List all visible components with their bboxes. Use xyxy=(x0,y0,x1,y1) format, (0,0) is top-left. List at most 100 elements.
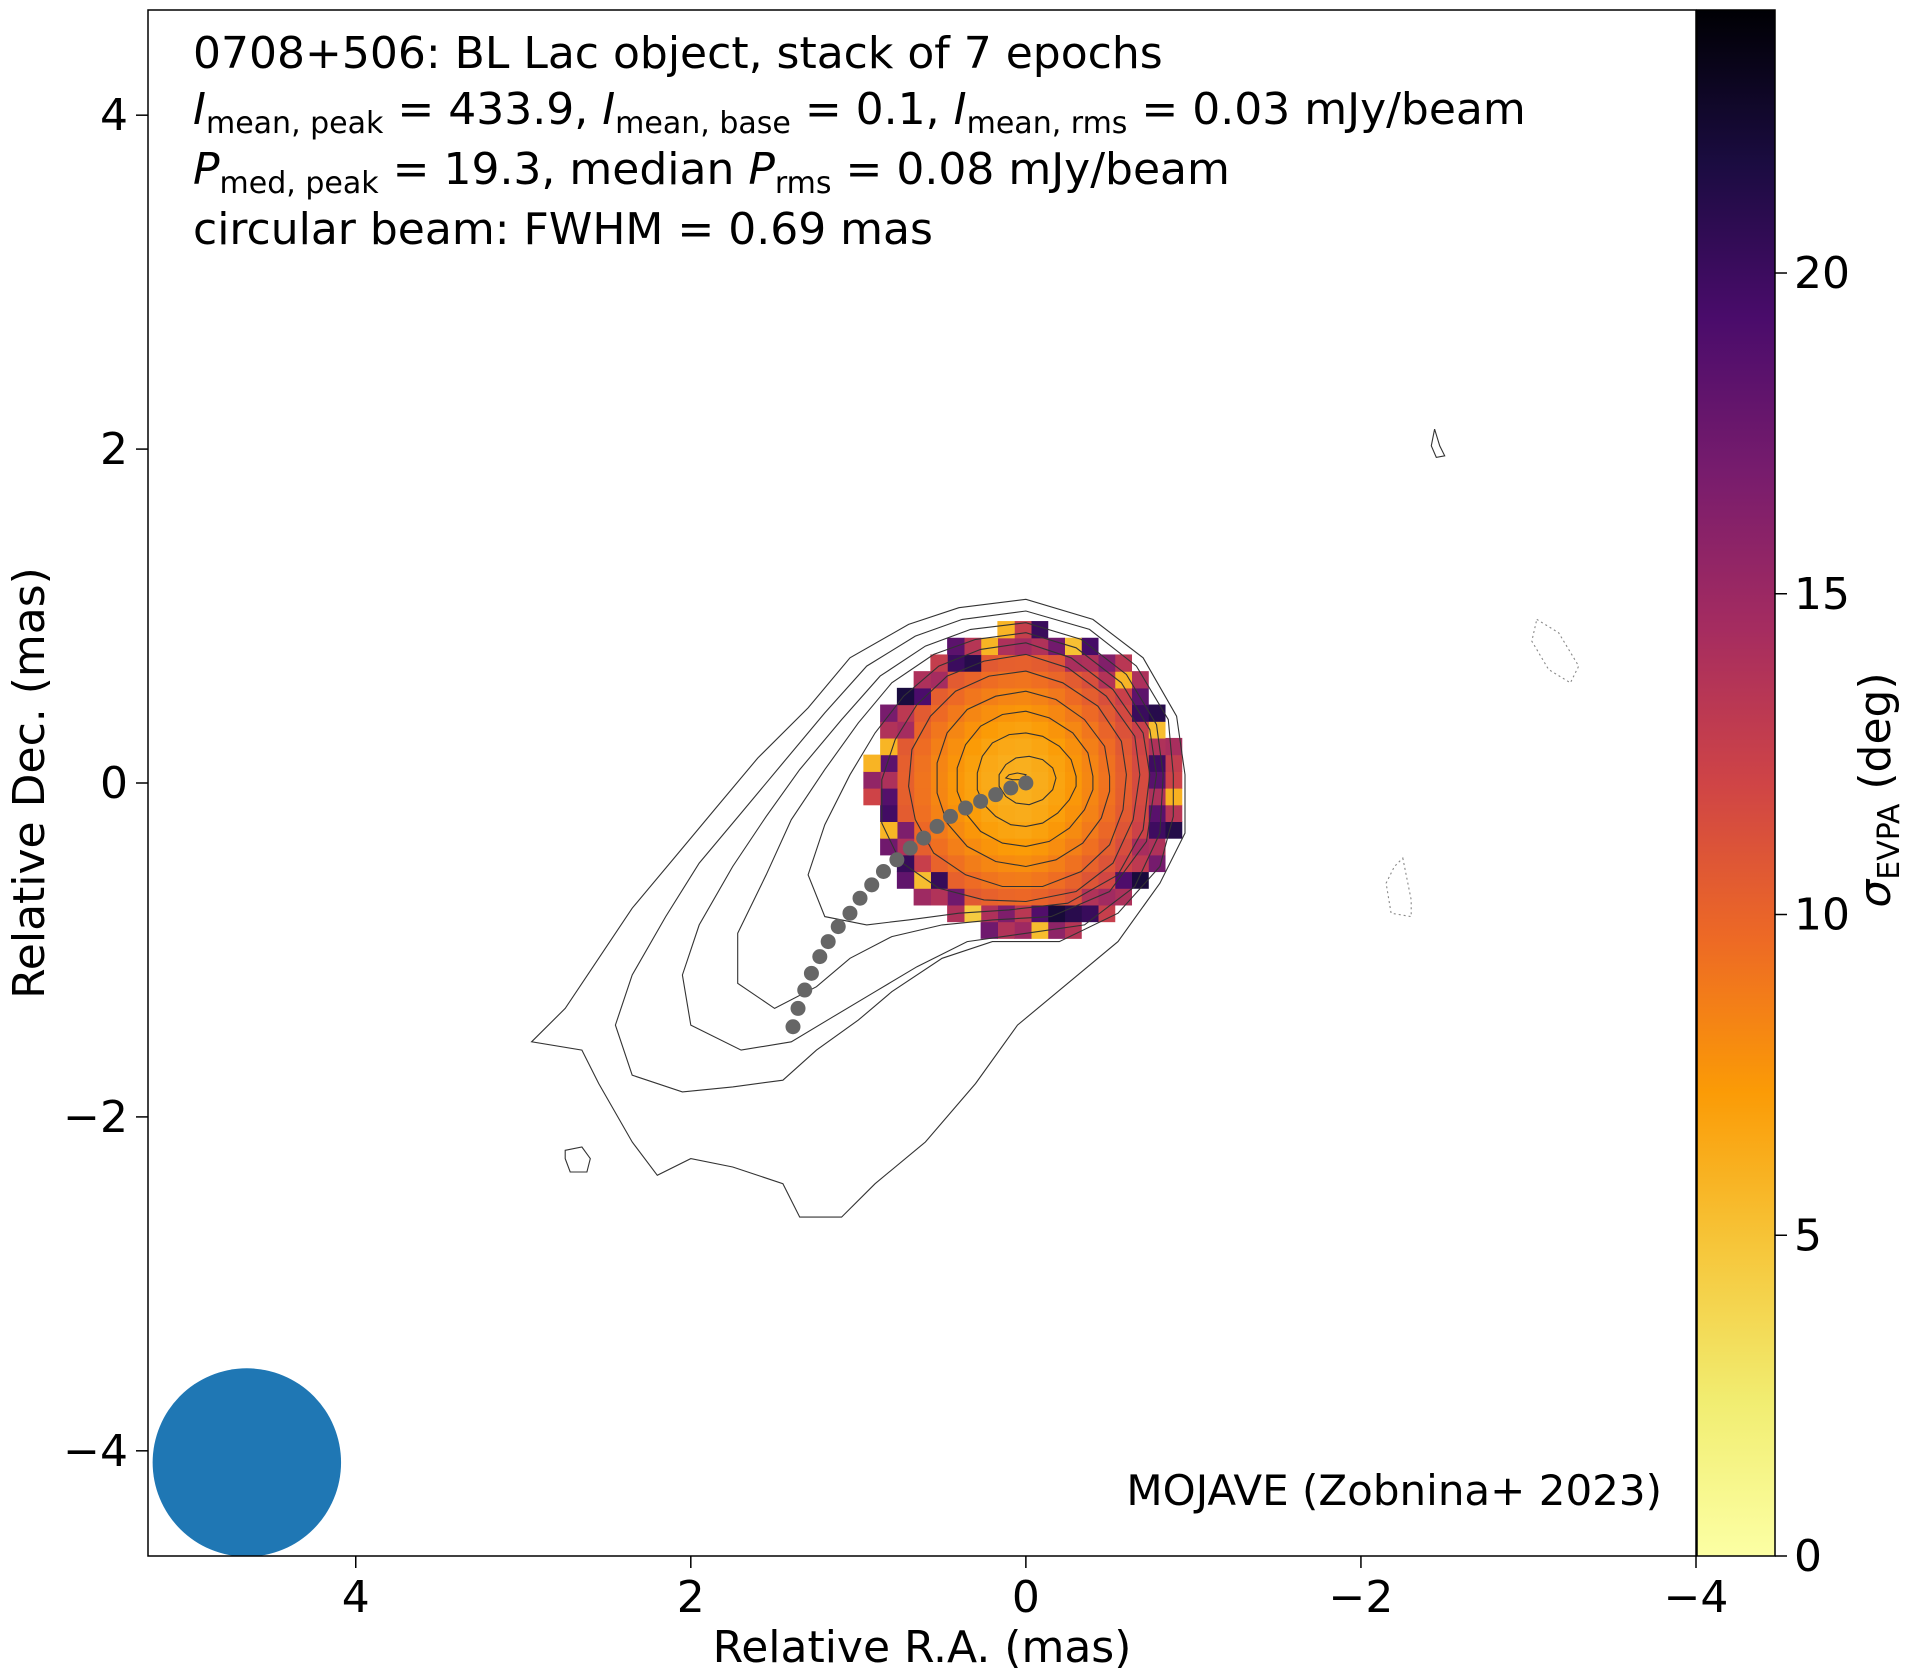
heatmap-cell xyxy=(1047,637,1066,656)
heatmap-cell xyxy=(997,637,1015,656)
heatmap-cell xyxy=(913,754,931,772)
heatmap-cell xyxy=(863,771,881,789)
heatmap-cell xyxy=(1030,737,1049,756)
heatmap-cell xyxy=(947,671,965,689)
heatmap-cell xyxy=(1081,821,1099,839)
chart-annotation: 0708+506: BL Lac object, stack of 7 epoc… xyxy=(193,28,1526,255)
heatmap-cell xyxy=(1097,788,1116,806)
heatmap-cell xyxy=(880,804,898,822)
heatmap-cell xyxy=(980,804,998,822)
intensity-contour xyxy=(881,653,1141,903)
annotation-line-1: 0708+506: BL Lac object, stack of 7 epoc… xyxy=(193,28,1163,79)
heatmap-cell xyxy=(1030,671,1049,689)
heatmap-cell xyxy=(1131,821,1149,839)
heatmap-cell xyxy=(1097,721,1116,739)
heatmap-cell xyxy=(1047,854,1066,873)
heatmap-cell xyxy=(963,821,982,839)
annotation-p-rms-value: = 0.08 mJy/beam xyxy=(832,144,1230,195)
heatmap-cell xyxy=(980,921,998,939)
heatmap-cell xyxy=(1014,721,1032,739)
annotation-p-peak-value: = 19.3, median xyxy=(379,144,749,195)
heatmap-cell xyxy=(1131,854,1149,873)
ridge-point xyxy=(1003,780,1019,796)
heatmap-cell xyxy=(947,871,965,889)
heatmap-cell xyxy=(913,771,931,789)
heatmap-cell xyxy=(1064,654,1082,672)
colorbar-label-unit: (deg) xyxy=(1850,672,1901,803)
heatmap-cell xyxy=(1014,687,1032,706)
annotation-i-peak-value: = 433.9, xyxy=(383,84,602,135)
heatmap-cell xyxy=(1097,704,1116,722)
heatmap-cell xyxy=(1030,704,1049,722)
heatmap-cell xyxy=(1097,804,1116,822)
heatmap-cell xyxy=(1164,737,1183,756)
heatmap-cell xyxy=(863,754,881,772)
ridge-point xyxy=(797,982,813,998)
heatmap-cell xyxy=(1097,871,1116,889)
heatmap-cell xyxy=(1148,788,1166,806)
x-tick-label: 0 xyxy=(1012,1572,1040,1623)
heatmap-cell xyxy=(1148,821,1166,839)
heatmap-cell xyxy=(1164,754,1183,772)
annotation-i-rms-sub: mean, rms xyxy=(967,106,1128,141)
heatmap-cell xyxy=(1014,888,1032,906)
heatmap-cell xyxy=(1047,871,1066,889)
heatmap-cell xyxy=(980,854,998,873)
heatmap-cell xyxy=(1114,771,1133,789)
heatmap-cell xyxy=(1114,737,1133,756)
ridge-point xyxy=(812,949,828,965)
heatmap-cell xyxy=(980,704,998,722)
intensity-contour xyxy=(614,610,1174,1093)
heatmap-cell xyxy=(1148,737,1166,756)
heatmap-cell xyxy=(930,721,948,739)
heatmap-cell xyxy=(947,888,965,906)
heatmap-cell xyxy=(963,854,982,873)
heatmap-cell xyxy=(880,788,898,806)
heatmap-cell xyxy=(1030,637,1049,656)
heatmap-cell xyxy=(1114,671,1133,689)
heatmap-cell xyxy=(1064,721,1082,739)
heatmap-cell xyxy=(880,771,898,789)
heatmap-cell xyxy=(1047,838,1066,856)
ridge-point xyxy=(929,818,945,834)
heatmap-cell xyxy=(1047,754,1066,772)
heatmap-cell xyxy=(1114,788,1133,806)
ridge-point xyxy=(830,919,846,935)
heatmap-cell xyxy=(930,654,948,672)
intensity-contour xyxy=(998,755,1057,806)
heatmap-cell xyxy=(1030,654,1049,672)
ridge-point xyxy=(958,800,974,816)
y-tick-label: 2 xyxy=(100,424,128,475)
intensity-contour xyxy=(956,710,1094,847)
y-axis-label: Relative Dec. (mas) xyxy=(4,567,55,999)
heatmap-cell xyxy=(1030,871,1049,889)
heatmap-cell xyxy=(1114,821,1133,839)
heatmap-cell xyxy=(896,804,915,822)
annotation-i-symbol: I xyxy=(193,84,206,135)
heatmap-cell xyxy=(1064,838,1082,856)
heatmap-cell xyxy=(1131,771,1149,789)
heatmap-cell xyxy=(1081,904,1099,923)
annotation-line-4: circular beam: FWHM = 0.69 mas xyxy=(193,204,933,255)
heatmap-cell xyxy=(980,904,998,923)
heatmap-cell xyxy=(930,888,948,906)
annotation-i-rms-value: = 0.03 mJy/beam xyxy=(1127,84,1525,135)
heatmap-cell xyxy=(930,754,948,772)
heatmap-cell xyxy=(1064,687,1082,706)
heatmap-cell xyxy=(1047,687,1066,706)
annotation-i-symbol-3: I xyxy=(954,84,967,135)
heatmap-cell xyxy=(913,888,931,906)
heatmap-cell xyxy=(1164,821,1183,839)
heatmap-cell xyxy=(1064,737,1082,756)
heatmap-cell xyxy=(913,804,931,822)
ridge-point xyxy=(875,863,891,879)
x-tick-label: −2 xyxy=(1328,1572,1393,1623)
annotation-p-peak-sub: med, peak xyxy=(220,166,380,201)
colorbar: 0 5 10 15 20 σEVPA (deg) xyxy=(1696,9,1905,1582)
heatmap-cell xyxy=(1014,804,1032,822)
heatmap-cell xyxy=(896,721,915,739)
heatmap-cell xyxy=(947,654,965,672)
heatmap-cell xyxy=(1014,704,1032,722)
colorbar-tick-label: 20 xyxy=(1794,248,1850,299)
